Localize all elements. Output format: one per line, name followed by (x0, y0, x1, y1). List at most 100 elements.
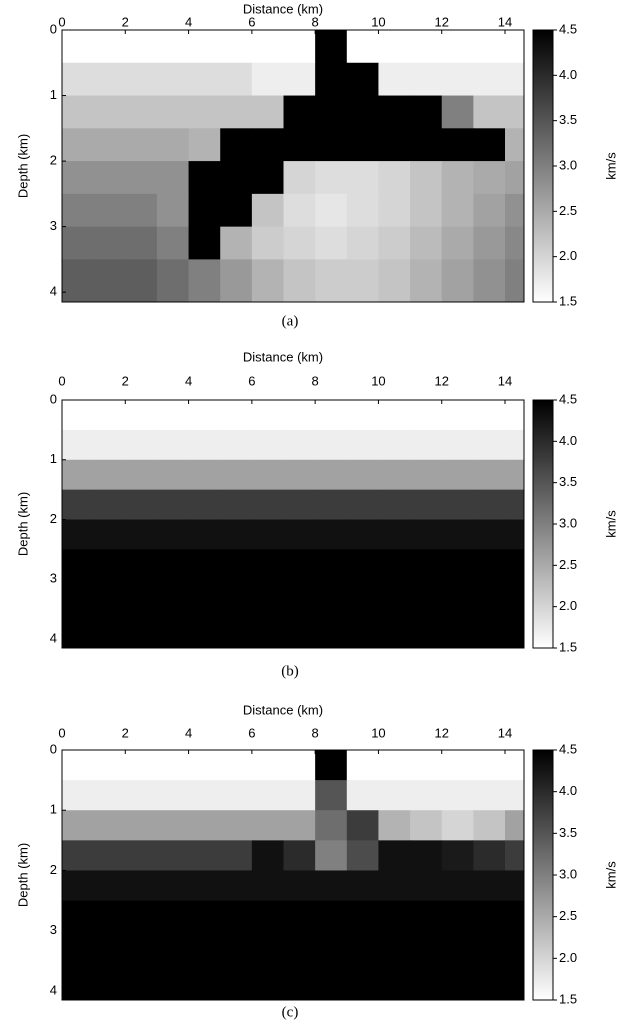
cell (220, 930, 253, 962)
cell (125, 95, 158, 129)
cell (346, 30, 379, 64)
cell (62, 960, 95, 1000)
cell (62, 62, 95, 97)
cell (220, 226, 253, 260)
cell (220, 489, 253, 521)
colorbar (532, 399, 554, 649)
cell (410, 400, 443, 431)
cell (156, 780, 190, 811)
cell (220, 161, 253, 195)
cell (473, 960, 506, 1000)
cell (505, 128, 524, 162)
cell (346, 459, 379, 491)
cell (93, 95, 126, 129)
cell (93, 609, 126, 648)
cell (315, 960, 348, 1000)
cell (125, 193, 158, 228)
cell (346, 870, 379, 902)
y-tick-label: 2 (50, 153, 57, 168)
cell (251, 780, 285, 811)
cell (156, 960, 190, 1000)
cell (251, 549, 285, 580)
cell (62, 95, 95, 129)
cell (346, 579, 379, 610)
cell (188, 609, 221, 648)
cell (378, 400, 411, 431)
cell (220, 900, 253, 932)
cell (473, 549, 506, 580)
cell (378, 30, 411, 64)
cell (251, 95, 285, 129)
y-tick-label: 1 (50, 87, 57, 102)
cell (220, 400, 253, 431)
cell (125, 259, 158, 302)
cell (62, 930, 95, 962)
cell (188, 128, 221, 162)
cell (473, 780, 506, 811)
x-tick-label: 8 (312, 725, 319, 740)
cell (62, 840, 95, 871)
cell (62, 780, 95, 811)
cell (315, 489, 348, 521)
cell (188, 870, 221, 902)
cell (378, 960, 411, 1000)
cell (410, 870, 443, 902)
cell (505, 519, 524, 550)
cell (441, 519, 474, 550)
cell (473, 400, 506, 431)
cell (410, 579, 443, 610)
cell (93, 226, 126, 260)
cell (410, 840, 443, 871)
cell (378, 609, 411, 648)
cell (188, 549, 221, 580)
cell (315, 259, 348, 302)
cell (441, 900, 474, 932)
cell (62, 161, 95, 195)
cell (283, 128, 316, 162)
cell (410, 519, 443, 550)
cell (410, 95, 443, 129)
colorbar-tick-label: 2.5 (559, 557, 577, 572)
cell (156, 62, 190, 97)
cell (441, 429, 474, 461)
cell (125, 161, 158, 195)
cell (473, 750, 506, 781)
y-tick-label: 0 (50, 391, 57, 406)
x-tick-label: 10 (371, 373, 385, 388)
cell (378, 259, 411, 302)
cell (220, 193, 253, 228)
cell (220, 960, 253, 1000)
cell (315, 900, 348, 932)
cell (283, 193, 316, 228)
cell (346, 400, 379, 431)
cell (378, 579, 411, 610)
cell (93, 780, 126, 811)
colorbar-tick-label: 3.5 (559, 474, 577, 489)
cell (315, 870, 348, 902)
cell (505, 259, 524, 302)
cell (441, 579, 474, 610)
cell (378, 95, 411, 129)
cell (505, 429, 524, 461)
cell (473, 459, 506, 491)
cell (505, 780, 524, 811)
cell (156, 930, 190, 962)
x-tick-label: 14 (498, 725, 512, 740)
x-axis-label: Distance (km) (243, 1, 323, 16)
cell (125, 128, 158, 162)
cell (410, 161, 443, 195)
cell (410, 128, 443, 162)
cell (283, 259, 316, 302)
cell (315, 161, 348, 195)
cell (156, 459, 190, 491)
cell (93, 750, 126, 781)
colorbar-tick-label: 3.5 (559, 825, 577, 840)
cell (505, 549, 524, 580)
cell (93, 489, 126, 521)
cell (251, 128, 285, 162)
cell (410, 226, 443, 260)
cell (441, 30, 474, 64)
cell (473, 226, 506, 260)
cell (251, 810, 285, 841)
cell (251, 489, 285, 521)
